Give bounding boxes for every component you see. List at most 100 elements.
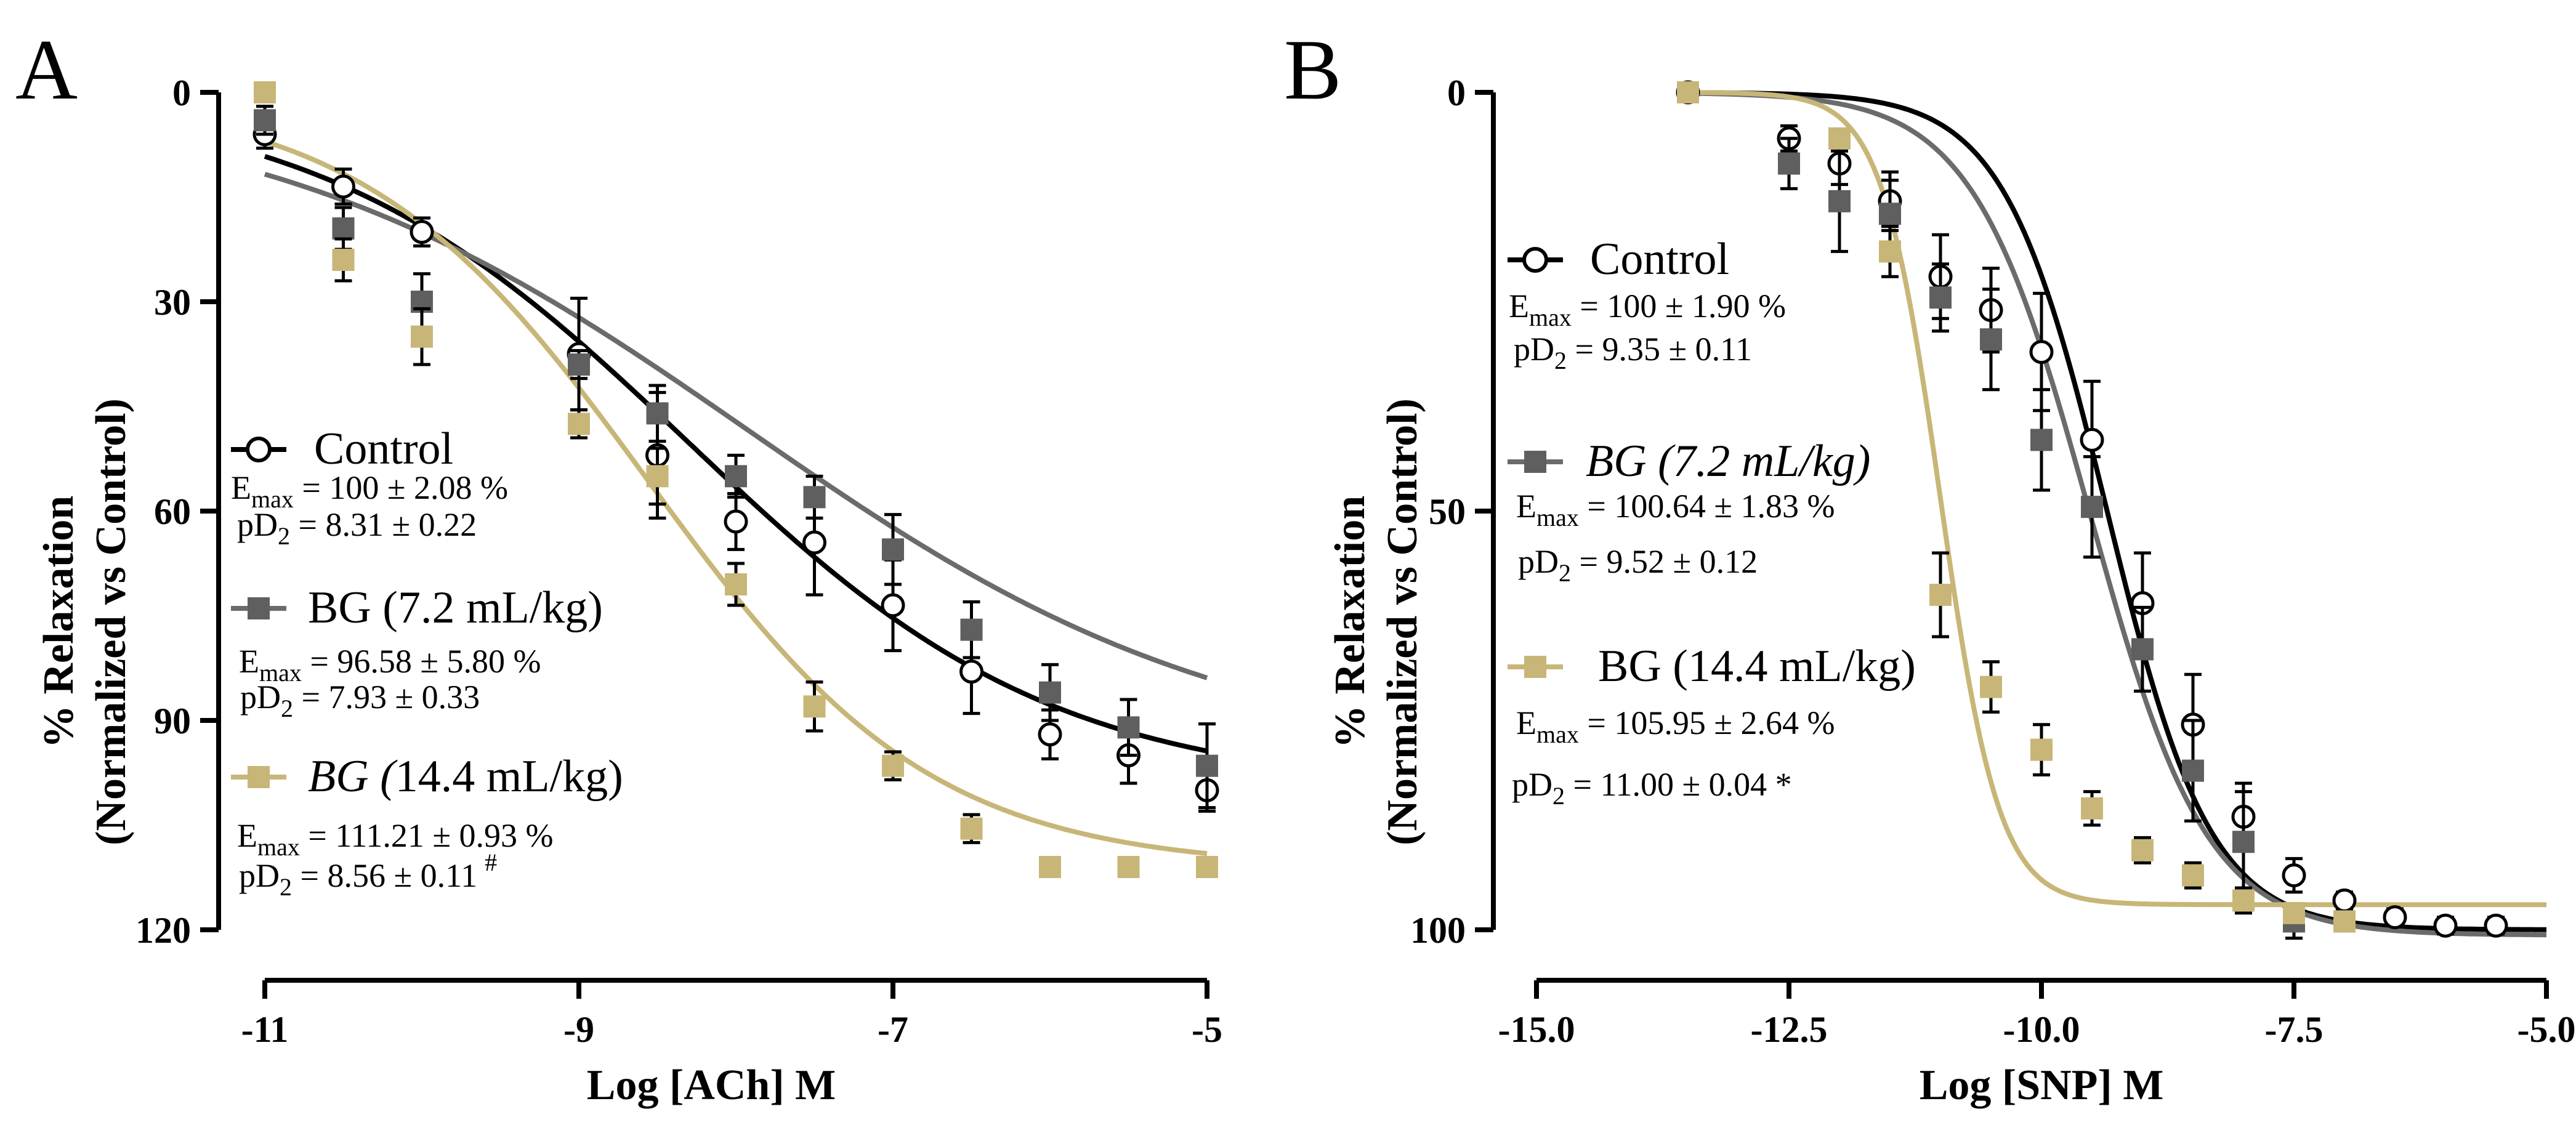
data-point-0 [410,220,434,244]
panel-a-legend-bg144: BG (14.4 mL/kg) Emax = 111.21 ± 0.93 % p… [231,751,623,901]
panel-b-legend-control: Control Emax = 100 ± 1.90 % pD2 = 9.35 ±… [1508,234,1786,374]
data-point-1 [1980,328,2002,351]
panel-a-ylabel-line2: (Normalized vs Control) [87,398,135,845]
legend-control-marker [246,437,272,462]
data-point-1 [1039,681,1061,704]
panel-b-plot: 0 50 100 -15.0 -12.5 -10.0 -7.5 -5.0 [1410,73,2575,1050]
x-tick-label: -9 [563,1009,594,1050]
data-point-0 [959,659,983,684]
data-point-0 [2332,888,2357,913]
data-point-1 [568,353,590,376]
data-point-2 [1828,127,1851,150]
legend-control-pd2: pD2 = 8.31 ± 0.22 [237,506,477,550]
data-point-2 [725,573,747,595]
y-tick-label: 100 [1410,910,1466,951]
y-tick-label: 60 [154,491,191,532]
data-point-2 [1039,856,1061,878]
legend-b-control-emax: Emax = 100 ± 1.90 % [1509,288,1786,331]
panel-a-ylabel-line1: % Relaxation [35,496,83,748]
panel-a-legend-bg72: BG (7.2 mL/kg) Emax = 96.58 ± 5.80 % pD2… [231,583,603,722]
data-point-0 [2383,905,2407,930]
legend-bg144-label: BG (14.4 mL/kg) [308,751,623,802]
legend-b-control-pd2: pD2 = 9.35 ± 0.11 [1514,331,1752,374]
data-point-0 [1038,722,1062,747]
data-point-1 [1929,286,1952,309]
data-point-0 [331,174,355,199]
x-tick-label: -7 [878,1009,908,1050]
data-point-2 [1929,584,1952,606]
legend-control-label: Control [314,424,453,474]
data-point-2 [960,817,983,840]
data-point-2 [2131,839,2154,861]
panel-a-xlabel: Log [ACh] M [587,1062,836,1109]
panel-b-ylabel-line2: (Normalized vs Control) [1379,398,1426,845]
legend-b-bg144-pd2: pD2 = 11.00 ± 0.04 * [1512,766,1792,810]
y-tick-label: 90 [154,701,191,741]
x-tick-label: -15.0 [1498,1009,1575,1050]
data-point-0 [2484,913,2508,938]
data-point-1 [2030,429,2053,451]
data-point-1 [2182,759,2204,782]
y-tick-label: 120 [135,910,191,951]
data-point-1 [1828,190,1851,212]
panel-a-plot: 0 30 60 90 120 -11 -9 -7 -5 [135,73,1222,1050]
y-tick-label: 0 [172,73,191,113]
data-point-2 [2030,738,2053,761]
data-point-2 [646,465,669,488]
data-point-2 [1196,856,1218,878]
legend-b-bg144-label: BG (14.4 mL/kg) [1598,641,1916,691]
fit-curve-1 [1687,91,2546,938]
data-point-1 [2232,831,2255,853]
data-point-0 [2433,913,2458,938]
y-tick-label: 50 [1429,491,1466,532]
legend-bg72-emax: Emax = 96.58 ± 5.80 % [239,643,541,687]
data-point-2 [2283,901,2305,924]
panel-b-legend-bg72: BG (7.2 mL/kg) Emax = 100.64 ± 1.83 % pD… [1508,436,1870,587]
data-point-2 [1677,81,1699,103]
legend-b-bg72-pd2: pD2 = 9.52 ± 0.12 [1518,543,1758,587]
data-point-2 [254,81,276,103]
data-point-2 [882,754,904,777]
data-point-1 [2131,638,2154,661]
x-tick-label: -11 [241,1009,289,1050]
panel-a-legend: Control Emax = 100 ± 2.08 % pD2 = 8.31 ±… [231,424,623,901]
data-point-2 [1980,675,2002,698]
x-tick-label: -10.0 [2003,1009,2080,1050]
data-point-2 [411,325,433,348]
data-point-2 [332,249,355,271]
data-point-2 [2333,910,2356,933]
data-point-1 [1117,716,1140,739]
panel-b-letter: B [1284,22,1341,118]
x-tick-label: -5.0 [2517,1009,2576,1050]
data-point-0 [2080,427,2104,452]
data-point-1 [1879,203,1901,225]
panel-b-ylabel-line1: % Relaxation [1326,496,1374,748]
data-point-0 [881,593,905,618]
data-point-1 [1196,754,1218,777]
data-point-0 [802,530,826,555]
y-tick-label: 30 [154,282,191,323]
data-point-2 [803,695,826,718]
data-point-2 [1879,240,1901,263]
data-point-1 [2081,496,2103,518]
legend-b-bg144-emax: Emax = 105.95 ± 2.64 % [1516,704,1835,748]
legend-bg72-pd2: pD2 = 7.93 ± 0.33 [240,679,480,722]
data-point-0 [724,509,748,534]
data-point-1 [254,109,276,132]
legend-bg144-emax: Emax = 111.21 ± 0.93 % [237,817,553,861]
fit-curve-2 [1687,90,2546,908]
panel-b-legend: Control Emax = 100 ± 1.90 % pD2 = 9.35 ±… [1508,234,1916,810]
data-point-1 [803,486,826,509]
legend-b-bg144-marker [1524,656,1546,678]
plot-layer: 0 30 60 90 120 -11 -9 -7 -5 0 50 100 -15.0 -12.5 -10.0… [135,73,2575,1050]
data-point-2 [2232,889,2255,912]
data-point-1 [646,402,669,425]
data-point-0 [2029,340,2054,365]
x-tick-label: -5 [1192,1009,1222,1050]
data-point-1 [725,465,747,488]
data-point-1 [332,217,355,240]
data-point-2 [2182,864,2204,887]
y-tick-label: 0 [1447,73,1466,113]
x-tick-label: -7.5 [2265,1009,2324,1050]
